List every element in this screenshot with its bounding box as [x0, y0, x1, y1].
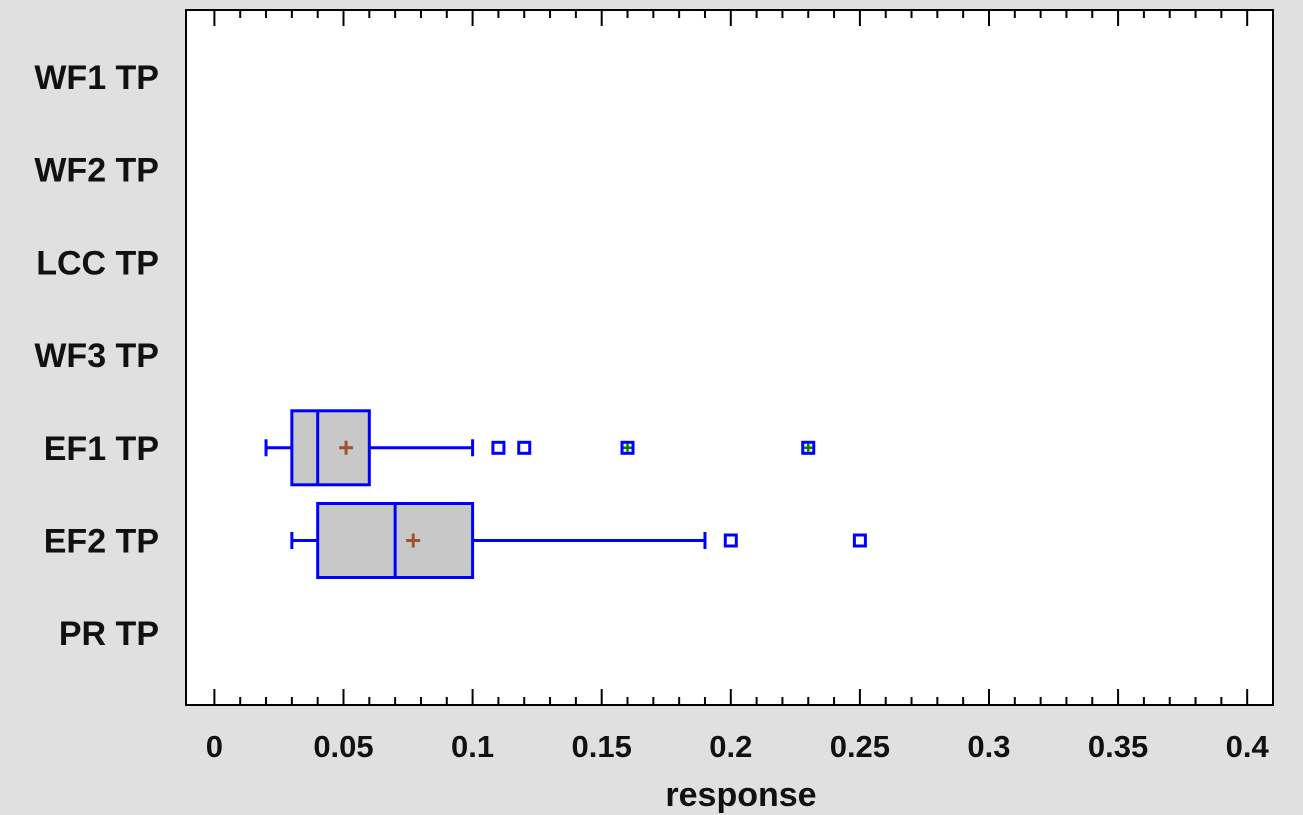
x-tick-label: 0.25	[830, 729, 890, 764]
outlier-point	[852, 533, 867, 548]
outlier-point	[491, 440, 506, 455]
x-tick-label: 0.4	[1226, 729, 1270, 764]
category-label: LCC TP	[36, 244, 159, 282]
category-labels: WF1 TP WF2 TP LCC TP WF3 TP EF1 TP EF2 TP PR T…	[34, 59, 159, 653]
far-outlier-cross	[623, 443, 632, 452]
category-label: EF1 TP	[44, 430, 159, 468]
category-label: PR TP	[59, 615, 159, 653]
mean-marker	[406, 533, 421, 548]
category-label: WF3 TP	[34, 337, 159, 375]
x-axis-ticks	[213, 10, 1249, 705]
category-label: WF1 TP	[34, 59, 159, 97]
x-axis-title: response	[665, 776, 816, 814]
category-label: WF2 TP	[34, 152, 159, 190]
far-outlier-cross	[804, 443, 813, 452]
outlier-point	[517, 440, 532, 455]
box-iqr	[290, 409, 371, 487]
category-label: EF2 TP	[44, 523, 159, 561]
x-tick-label: 0.35	[1088, 729, 1148, 764]
x-tick-label: 0.05	[313, 729, 373, 764]
plot-area	[185, 9, 1274, 706]
mean-marker	[339, 440, 354, 455]
x-axis-tick-labels: 0 0.05 0.1 0.15 0.2 0.25 0.3 0.35 0.4	[206, 729, 1270, 764]
x-tick-label: 0.15	[572, 729, 632, 764]
x-tick-label: 0.1	[451, 729, 494, 764]
box-group	[290, 502, 867, 579]
x-tick-label: 0	[206, 729, 223, 764]
boxplot-series	[264, 409, 867, 579]
x-tick-label: 0.3	[967, 729, 1010, 764]
outlier-point	[723, 533, 738, 548]
box-group	[264, 409, 816, 487]
x-tick-label: 0.2	[709, 729, 752, 764]
